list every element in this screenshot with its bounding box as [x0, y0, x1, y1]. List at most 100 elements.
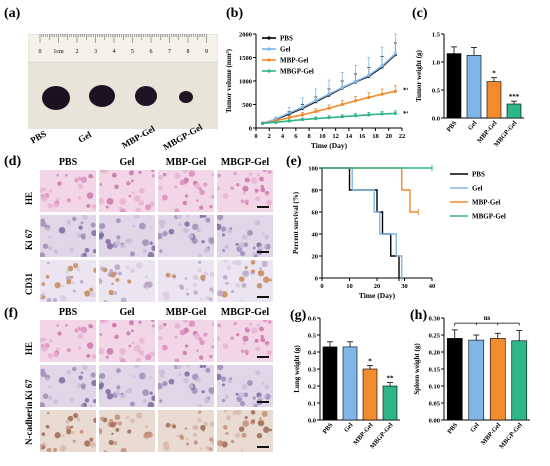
cell-nucleus [77, 333, 84, 339]
cell-nucleus [109, 268, 114, 274]
cell-nucleus [119, 356, 123, 361]
panel-label-b: (b) [226, 6, 244, 21]
histology-image [217, 170, 273, 212]
cell-nucleus [244, 266, 248, 270]
cell-nucleus [240, 199, 245, 204]
cell-nucleus [203, 332, 208, 337]
cell-nucleus [179, 179, 186, 186]
cell-nucleus [168, 378, 175, 385]
cell-nucleus [42, 442, 46, 446]
cell-nucleus [133, 194, 141, 202]
histology-image [217, 410, 273, 452]
y-axis-label: Lung weight (g) [293, 345, 301, 393]
cell-nucleus [149, 201, 155, 207]
panel-label-a: (a) [4, 6, 21, 21]
cell-nucleus [115, 427, 120, 432]
cell-nucleus [145, 204, 152, 211]
cell-nucleus [99, 197, 105, 205]
cell-nucleus [221, 248, 226, 253]
cell-nucleus [176, 365, 182, 370]
cell-nucleus [251, 269, 255, 273]
data-point [287, 111, 291, 115]
cell-nucleus [67, 265, 74, 272]
cell-nucleus [130, 268, 136, 274]
data-point [367, 73, 371, 77]
cell-nucleus [208, 237, 214, 244]
histology-image [99, 215, 155, 257]
x-tick-label: 14 [346, 133, 353, 140]
cell-nucleus [185, 438, 189, 441]
y-tick-label: 0.15 [429, 367, 441, 374]
tissue-background [99, 320, 155, 362]
cell-nucleus [143, 377, 147, 380]
cell-nucleus [105, 388, 111, 395]
cell-nucleus [42, 292, 46, 296]
cell-nucleus [266, 349, 273, 356]
photo-label: Gel [76, 129, 94, 145]
cell-nucleus [45, 377, 50, 382]
cell-nucleus [158, 174, 163, 180]
cell-nucleus [264, 384, 270, 390]
cell-nucleus [132, 374, 135, 378]
bar [486, 81, 502, 119]
histology-image [217, 365, 273, 407]
data-point [261, 121, 265, 125]
data-point [287, 119, 291, 123]
legend-marker [267, 58, 271, 62]
cell-nucleus [232, 260, 237, 265]
cell-nucleus [162, 441, 170, 448]
cell-nucleus [238, 242, 245, 248]
cell-nucleus [257, 419, 265, 427]
cell-nucleus [193, 440, 198, 445]
cell-nucleus [217, 336, 221, 341]
cell-nucleus [254, 188, 259, 193]
histology-column-label: Gel [119, 307, 135, 318]
data-point [300, 117, 305, 122]
cell-nucleus [184, 344, 189, 348]
cell-nucleus [56, 324, 59, 327]
cell-nucleus [117, 271, 122, 276]
data-point [353, 99, 358, 103]
y-tick-label: 100 [308, 166, 318, 173]
cell-nucleus [211, 322, 214, 327]
data-point [340, 85, 344, 90]
y-tick-label: 0.6 [308, 316, 317, 323]
cell-nucleus [58, 376, 66, 384]
histology-row-label: HE [24, 341, 34, 355]
cell-nucleus [184, 371, 190, 377]
ruler-label: 8 [187, 49, 190, 55]
cell-nucleus [196, 349, 199, 352]
cell-nucleus [158, 335, 163, 341]
bar [506, 103, 522, 119]
cell-nucleus [40, 447, 43, 450]
cell-nucleus [40, 194, 48, 202]
histology-column-label: PBS [58, 157, 78, 168]
cell-nucleus [138, 170, 142, 174]
histology-column-label: Gel [119, 157, 135, 168]
cell-nucleus [242, 341, 246, 346]
cell-nucleus [205, 217, 211, 223]
cell-nucleus [48, 189, 53, 193]
cell-nucleus [256, 282, 263, 289]
x-tick-label: 8 [307, 133, 311, 140]
cell-nucleus [136, 412, 143, 419]
scale-bar [257, 296, 269, 298]
histology-image [99, 260, 155, 302]
cell-nucleus [238, 392, 245, 398]
cell-nucleus [47, 353, 53, 359]
cell-nucleus [159, 249, 163, 253]
histology-image [99, 320, 155, 362]
cell-nucleus [119, 198, 126, 205]
cell-nucleus [55, 197, 60, 202]
data-point [393, 52, 397, 56]
cell-nucleus [47, 203, 53, 209]
cell-nucleus [78, 177, 81, 181]
cell-nucleus [267, 170, 272, 174]
x-tick-label: 0 [320, 283, 323, 290]
cell-nucleus [86, 342, 94, 349]
cell-nucleus [199, 447, 203, 451]
cell-nucleus [265, 193, 269, 197]
y-tick-label: 20 [312, 254, 319, 261]
x-tick-label: PBS [446, 421, 459, 435]
cell-nucleus [90, 372, 96, 378]
